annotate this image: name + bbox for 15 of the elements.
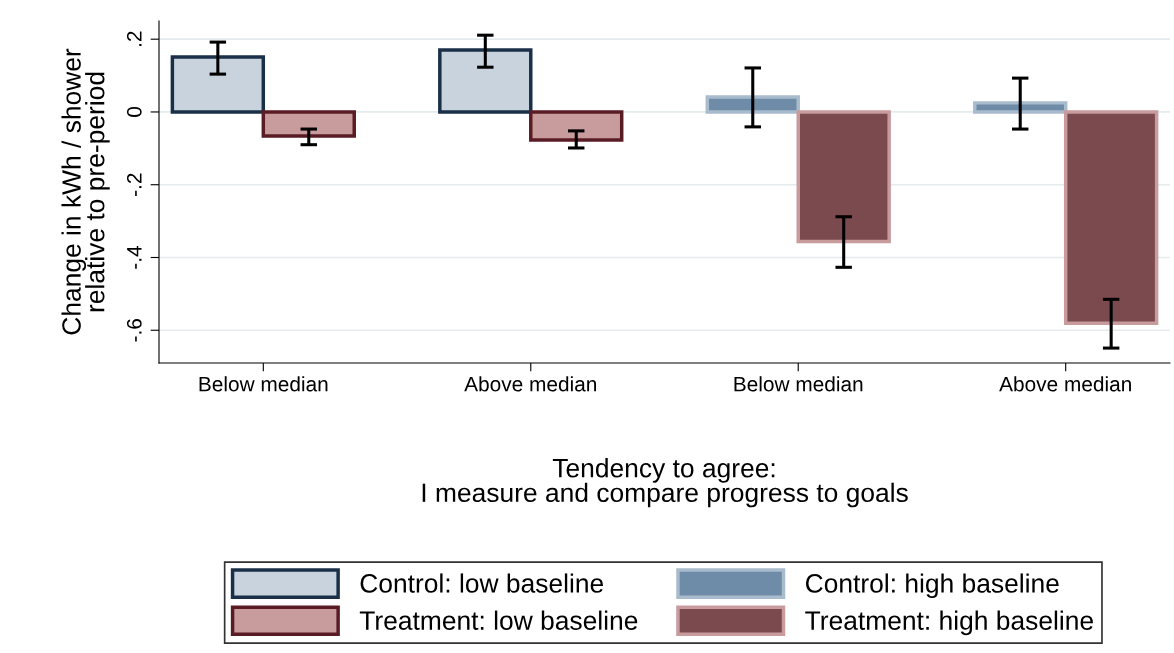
y-axis-title: Change in kWh / shower relative to pre-period: [61, 48, 110, 335]
legend-label: Treatment: high baseline: [805, 610, 1093, 636]
x-tick-label: Below median: [199, 376, 328, 392]
legend-label: Control: low baseline: [360, 573, 604, 593]
legend-label: Treatment: low baseline: [359, 610, 638, 630]
y-tick-label: -.4: [127, 245, 142, 269]
x-axis-title: Tendency to agree: I measure and compare progress to goals: [422, 458, 908, 508]
y-tick-label: .2: [126, 31, 142, 46]
x-tick-label: Above median: [464, 376, 597, 392]
x-tick-label: Above median: [999, 376, 1131, 392]
y-tick-label: -.6: [126, 319, 142, 342]
x-tick-label: Below median: [734, 376, 863, 392]
legend-label: Control: high baseline: [805, 573, 1059, 599]
y-tick-label: 0: [126, 106, 142, 117]
y-tick-label: -.2: [126, 173, 142, 196]
